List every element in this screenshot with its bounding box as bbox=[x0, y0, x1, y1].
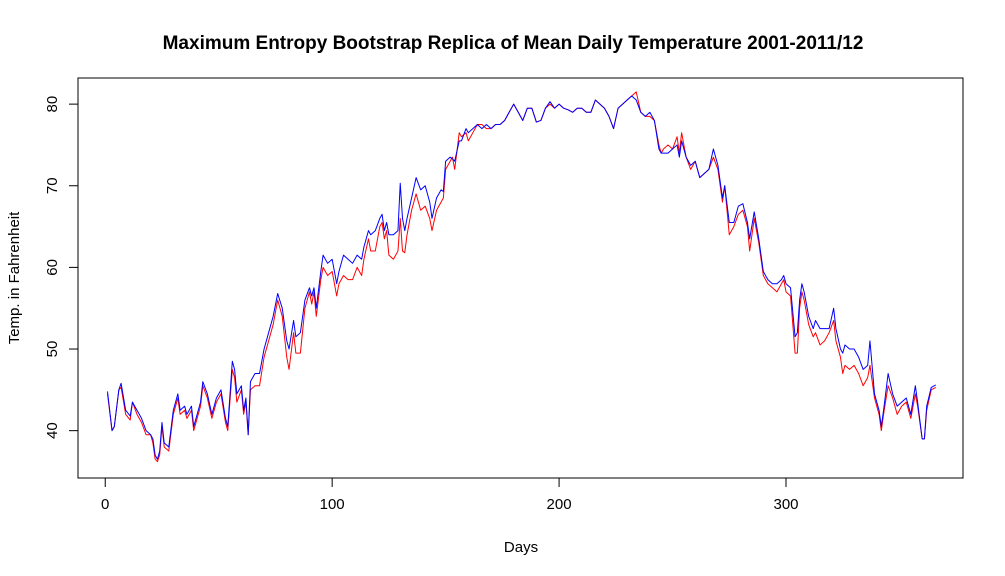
x-tick-label: 100 bbox=[320, 496, 345, 513]
plot-area-frame bbox=[77, 77, 964, 479]
series-group bbox=[107, 91, 937, 463]
y-tick-label: 70 bbox=[44, 177, 61, 194]
y-tick-label: 80 bbox=[44, 96, 61, 113]
x-tick-label: 200 bbox=[547, 496, 572, 513]
y-axis: 40 50 60 70 80 bbox=[44, 96, 79, 439]
x-tick-label: 0 bbox=[101, 496, 109, 513]
series-line-1 bbox=[107, 91, 937, 463]
x-axis-label: Days bbox=[504, 539, 538, 556]
chart-title: Maximum Entropy Bootstrap Replica of Mea… bbox=[163, 33, 864, 54]
series-line-2 bbox=[107, 95, 937, 460]
y-tick-label: 50 bbox=[44, 341, 61, 358]
y-axis-label: Temp. in Fahrenheit bbox=[6, 211, 23, 344]
x-axis: 0 100 200 300 bbox=[101, 477, 799, 513]
y-tick-label: 60 bbox=[44, 259, 61, 276]
y-tick-label: 40 bbox=[44, 422, 61, 439]
x-tick-label: 300 bbox=[773, 496, 798, 513]
